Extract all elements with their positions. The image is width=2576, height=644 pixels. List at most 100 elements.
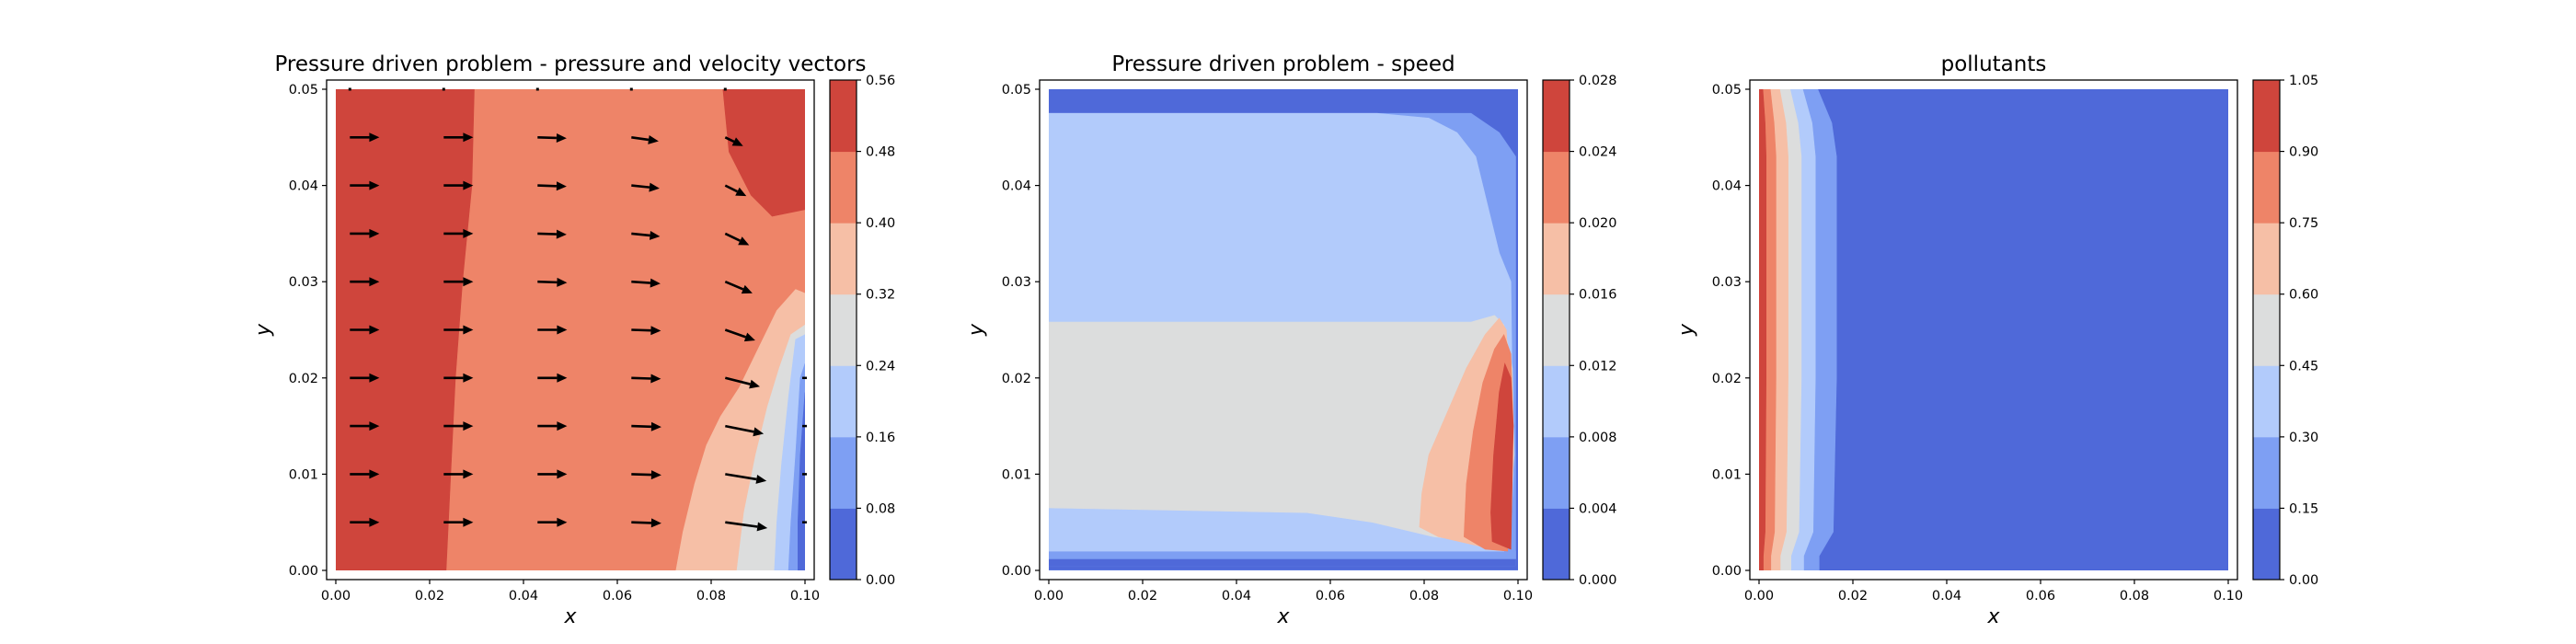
velocity-arrow-head [369,469,380,479]
velocity-arrow-head [755,475,767,484]
velocity-arrow-shaft [537,136,557,140]
velocity-arrow-shaft [725,521,758,528]
axes-frame [1039,79,1528,581]
y-tick-label: 0.00 [289,564,318,579]
y-tick-label: 0.01 [289,467,318,482]
velocity-arrow-head [557,517,568,527]
colorbar-tick-label: 0.16 [866,431,895,445]
colorbar-tick-label: 0.028 [1579,74,1617,88]
velocity-arrow-head [463,373,474,383]
velocity-arrow-shaft [631,424,651,429]
velocity-arrow-head [731,137,743,146]
colorbar-tick-label: 0.024 [1579,145,1617,160]
velocity-arrow-head [463,469,474,479]
colorbar-tick-label: 0.60 [2289,288,2318,303]
y-tick-label: 0.04 [289,179,318,194]
colorbar-segment [2253,508,2280,581]
colorbar-segment [2253,293,2280,366]
axes-frame [326,79,815,581]
velocity-arrow-head [741,284,753,294]
velocity-arrow-head [753,427,765,437]
colorbar-tick-label: 0.32 [866,288,895,303]
velocity-arrow-shaft [724,184,738,193]
colorbar-segment [2253,436,2280,509]
x-axis-label: x [1986,605,2000,628]
x-tick-label: 0.04 [1932,589,1961,604]
velocity-arrow-head [557,373,568,383]
velocity-arrow-head [738,236,750,246]
contour-field [336,89,805,570]
velocity-arrow-head [749,379,760,389]
colorbar-tick-label: 0.15 [2289,501,2318,516]
colorbar-tick-label: 0.004 [1579,501,1617,516]
colorbar-tick-label: 0.75 [2289,216,2318,231]
x-tick-label: 0.06 [2026,589,2055,604]
colorbar-segment [830,223,857,295]
y-axis-label: y [1675,323,1698,337]
velocity-arrow-head [650,518,661,528]
velocity-arrow-head [369,228,380,238]
y-tick-label: 0.03 [1002,275,1031,290]
colorbar-frame [1542,79,1570,581]
x-tick-label: 0.10 [790,589,820,604]
velocity-arrow-head [650,231,661,240]
colorbar-segment [1543,223,1570,295]
chart-title: Pressure driven problem - speed [1111,52,1455,76]
colorbar-tick-label: 0.008 [1579,431,1617,445]
velocity-arrow-head [463,228,474,238]
velocity-arrow-head [463,132,474,143]
x-tick-label: 0.04 [1222,589,1251,604]
velocity-arrow-head [556,133,567,143]
x-tick-label: 0.08 [696,589,726,604]
velocity-arrow-shaft [537,232,557,236]
colorbar-segment [2253,223,2280,295]
velocity-arrow-head [756,522,768,532]
y-tick-label: 0.02 [1002,372,1031,386]
contour-field [1049,89,1518,570]
y-tick-label: 0.00 [1712,564,1742,579]
colorbar-tick-label: 0.000 [1579,573,1617,588]
colorbar-tick-label: 0.00 [866,573,895,588]
x-tick-label: 0.00 [1034,589,1064,604]
x-tick-label: 0.10 [1503,589,1533,604]
velocity-arrow-shaft [631,184,650,189]
colorbar-segment [1543,365,1570,438]
velocity-arrow-shaft [724,376,751,385]
velocity-arrow-head [369,132,380,143]
velocity-arrow-head [557,421,568,431]
colorbar-segment [830,365,857,438]
x-tick-label: 0.02 [415,589,444,604]
contour-field [1759,89,2228,570]
y-tick-label: 0.05 [1712,83,1742,98]
colorbar-tick-label: 0.56 [866,74,895,88]
velocity-arrow-head [650,374,661,384]
y-tick-label: 0.04 [1002,179,1031,194]
colorbar-segment [1543,508,1570,581]
x-axis-label: x [1276,605,1290,628]
y-axis-label: y [965,323,988,337]
velocity-arrow-shaft [631,473,651,477]
x-tick-label: 0.04 [509,589,538,604]
colorbar-segment [1543,151,1570,224]
boundary-vector-dot [723,87,727,91]
velocity-arrow-head [369,421,380,431]
colorbar-segment [2253,151,2280,224]
colorbar-frame [2252,79,2281,581]
y-axis-label: y [252,323,275,337]
velocity-arrow-shaft [537,184,557,188]
velocity-arrow-shaft [724,328,746,339]
colorbar-tick-label: 0.48 [866,145,895,160]
velocity-arrow-head [650,278,661,288]
velocity-arrow-shaft [631,328,651,332]
contour-region-level-6 [1759,89,1766,570]
velocity-arrow-head [463,277,474,287]
colorbar-tick-label: 0.30 [2289,431,2318,445]
colorbar-segment [830,436,857,509]
colorbar: 0.000 0.004 0.008 0.012 0.016 0.020 0.024 0.028 [1542,74,1617,588]
velocity-arrow-head [743,332,755,342]
colorbar-tick-label: 0.016 [1579,288,1617,303]
x-tick-label: 0.06 [603,589,632,604]
x-tick-label: 0.10 [2214,589,2243,604]
contour-region-level-0 [1759,89,2228,570]
colorbar: 0.00 0.08 0.16 0.24 0.32 0.40 0.48 0.56 [829,74,895,588]
